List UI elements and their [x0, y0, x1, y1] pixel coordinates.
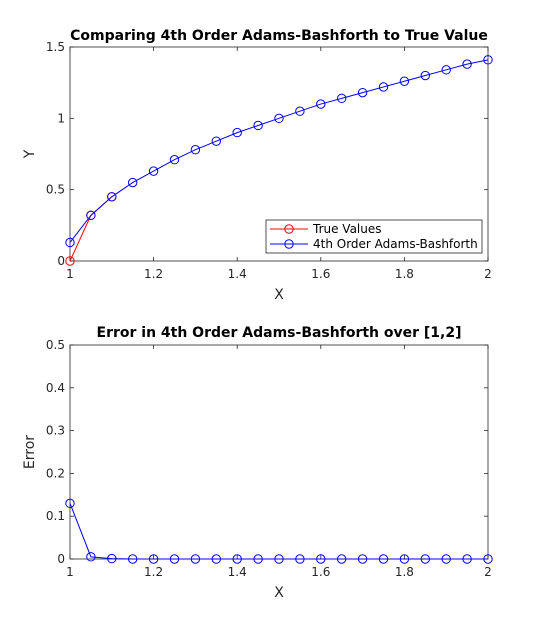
data-point [211, 554, 222, 564]
bottom-plot-title: Error in 4th Order Adams-Bashforth over … [97, 325, 462, 341]
data-point [148, 554, 159, 564]
data-point [295, 554, 305, 564]
series-line [69, 503, 488, 560]
data-point [420, 554, 430, 564]
data-point [253, 120, 263, 131]
x-tick-label: 1 [66, 267, 74, 281]
bottom-plot-area: 1 1.2 1.4 1.6 1.8 2 0 0.1 0.2 0.3 0.4 0.5 [46, 338, 493, 579]
y-tick-label: 0.1 [46, 509, 65, 523]
bottom-plot-xlabel: X [274, 585, 284, 601]
data-point [462, 554, 472, 564]
data-point [86, 552, 96, 562]
data-point [211, 136, 222, 146]
top-plot-ylabel: Y [22, 149, 38, 159]
y-tick-label: 0.4 [46, 381, 65, 395]
data-point [462, 59, 472, 69]
data-point [378, 554, 389, 564]
legend-label-adams-bashforth: 4th Order Adams-Bashforth [313, 237, 478, 251]
top-plot: Comparing 4th Order Adams-Bashforth to T… [22, 28, 493, 303]
y-tick-label: 0 [57, 552, 65, 566]
data-point [337, 93, 347, 104]
y-tick-label: 0 [57, 254, 65, 268]
y-tick-label: 0.5 [46, 183, 65, 197]
data-point [337, 554, 347, 564]
data-point [295, 106, 305, 116]
legend-marker-adams-bashforth [284, 239, 294, 249]
x-tick-label: 1.8 [395, 267, 414, 281]
y-tick-label: 0.3 [46, 424, 65, 438]
data-point [483, 55, 493, 65]
legend-box [265, 219, 483, 254]
x-tick-label: 1.2 [144, 565, 163, 579]
y-tick-label: 1 [57, 111, 65, 125]
bottom-plot-ylabel: Error [22, 435, 38, 469]
x-tick-label: 1.4 [228, 267, 247, 281]
data-point [128, 554, 138, 564]
data-point [65, 256, 75, 266]
bottom-plot: Error in 4th Order Adams-Bashforth over … [22, 325, 493, 601]
data-point [169, 554, 180, 564]
data-point [378, 82, 389, 92]
axes-box [69, 344, 489, 560]
data-point [128, 177, 138, 188]
data-point [65, 237, 75, 248]
x-tick-label: 2 [484, 267, 492, 281]
legend-marker-true-values [284, 224, 294, 234]
data-point [399, 554, 410, 564]
data-point [274, 113, 284, 124]
data-point [190, 554, 201, 564]
data-point [232, 554, 242, 564]
legend-label-true-values: True Values [312, 222, 382, 236]
data-point [169, 155, 180, 165]
data-point [232, 127, 242, 138]
data-point [148, 166, 159, 176]
x-tick-label: 1.6 [311, 565, 330, 579]
data-point [316, 99, 326, 109]
y-tick-label: 0.5 [46, 338, 65, 352]
data-point [420, 70, 430, 81]
data-point [274, 554, 284, 564]
x-tick-label: 1.8 [395, 565, 414, 579]
top-plot-xlabel: X [274, 287, 284, 303]
series-line [69, 59, 489, 243]
top-plot-title: Comparing 4th Order Adams-Bashforth to T… [70, 28, 488, 44]
x-tick-label: 1.2 [144, 267, 163, 281]
x-tick-label: 1.4 [228, 565, 247, 579]
data-point [86, 210, 96, 221]
x-tick-label: 2 [484, 565, 492, 579]
data-point [65, 498, 75, 509]
data-point [190, 145, 201, 155]
top-plot-legend: True Values 4th Order Adams-Bashforth [265, 219, 483, 254]
data-point [107, 192, 117, 202]
data-point [441, 65, 451, 75]
data-point [253, 554, 263, 564]
data-point [399, 76, 410, 86]
data-point [357, 554, 368, 564]
x-tick-label: 1 [66, 565, 74, 579]
x-tick-label: 1.6 [311, 267, 330, 281]
data-point [357, 87, 368, 98]
data-point [107, 553, 117, 564]
data-point [483, 554, 493, 564]
data-point [316, 554, 326, 564]
y-tick-label: 0.2 [46, 466, 65, 480]
y-tick-label: 1.5 [46, 40, 65, 54]
data-point [441, 554, 451, 564]
